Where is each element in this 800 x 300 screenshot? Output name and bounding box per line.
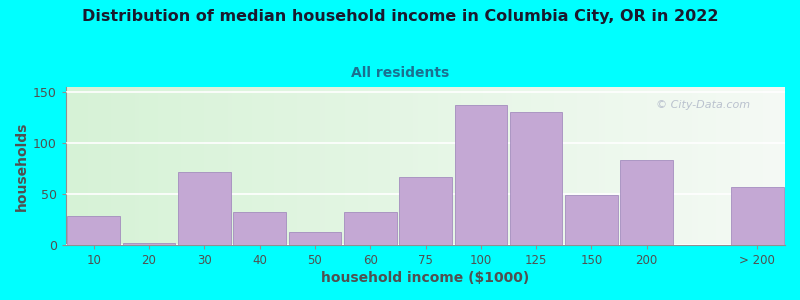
Bar — [565, 195, 618, 245]
Bar — [731, 187, 784, 245]
Bar — [621, 160, 673, 245]
Bar — [289, 232, 341, 245]
Bar — [454, 105, 507, 245]
Y-axis label: households: households — [15, 121, 29, 211]
Bar — [399, 177, 452, 245]
Bar — [178, 172, 230, 245]
Text: Distribution of median household income in Columbia City, OR in 2022: Distribution of median household income … — [82, 9, 718, 24]
Bar — [234, 212, 286, 245]
Bar — [122, 243, 175, 245]
Text: © City-Data.com: © City-Data.com — [655, 100, 750, 110]
Bar — [510, 112, 562, 245]
Bar — [344, 212, 397, 245]
X-axis label: household income ($1000): household income ($1000) — [322, 271, 530, 285]
Bar — [67, 216, 120, 245]
Text: All residents: All residents — [351, 66, 449, 80]
